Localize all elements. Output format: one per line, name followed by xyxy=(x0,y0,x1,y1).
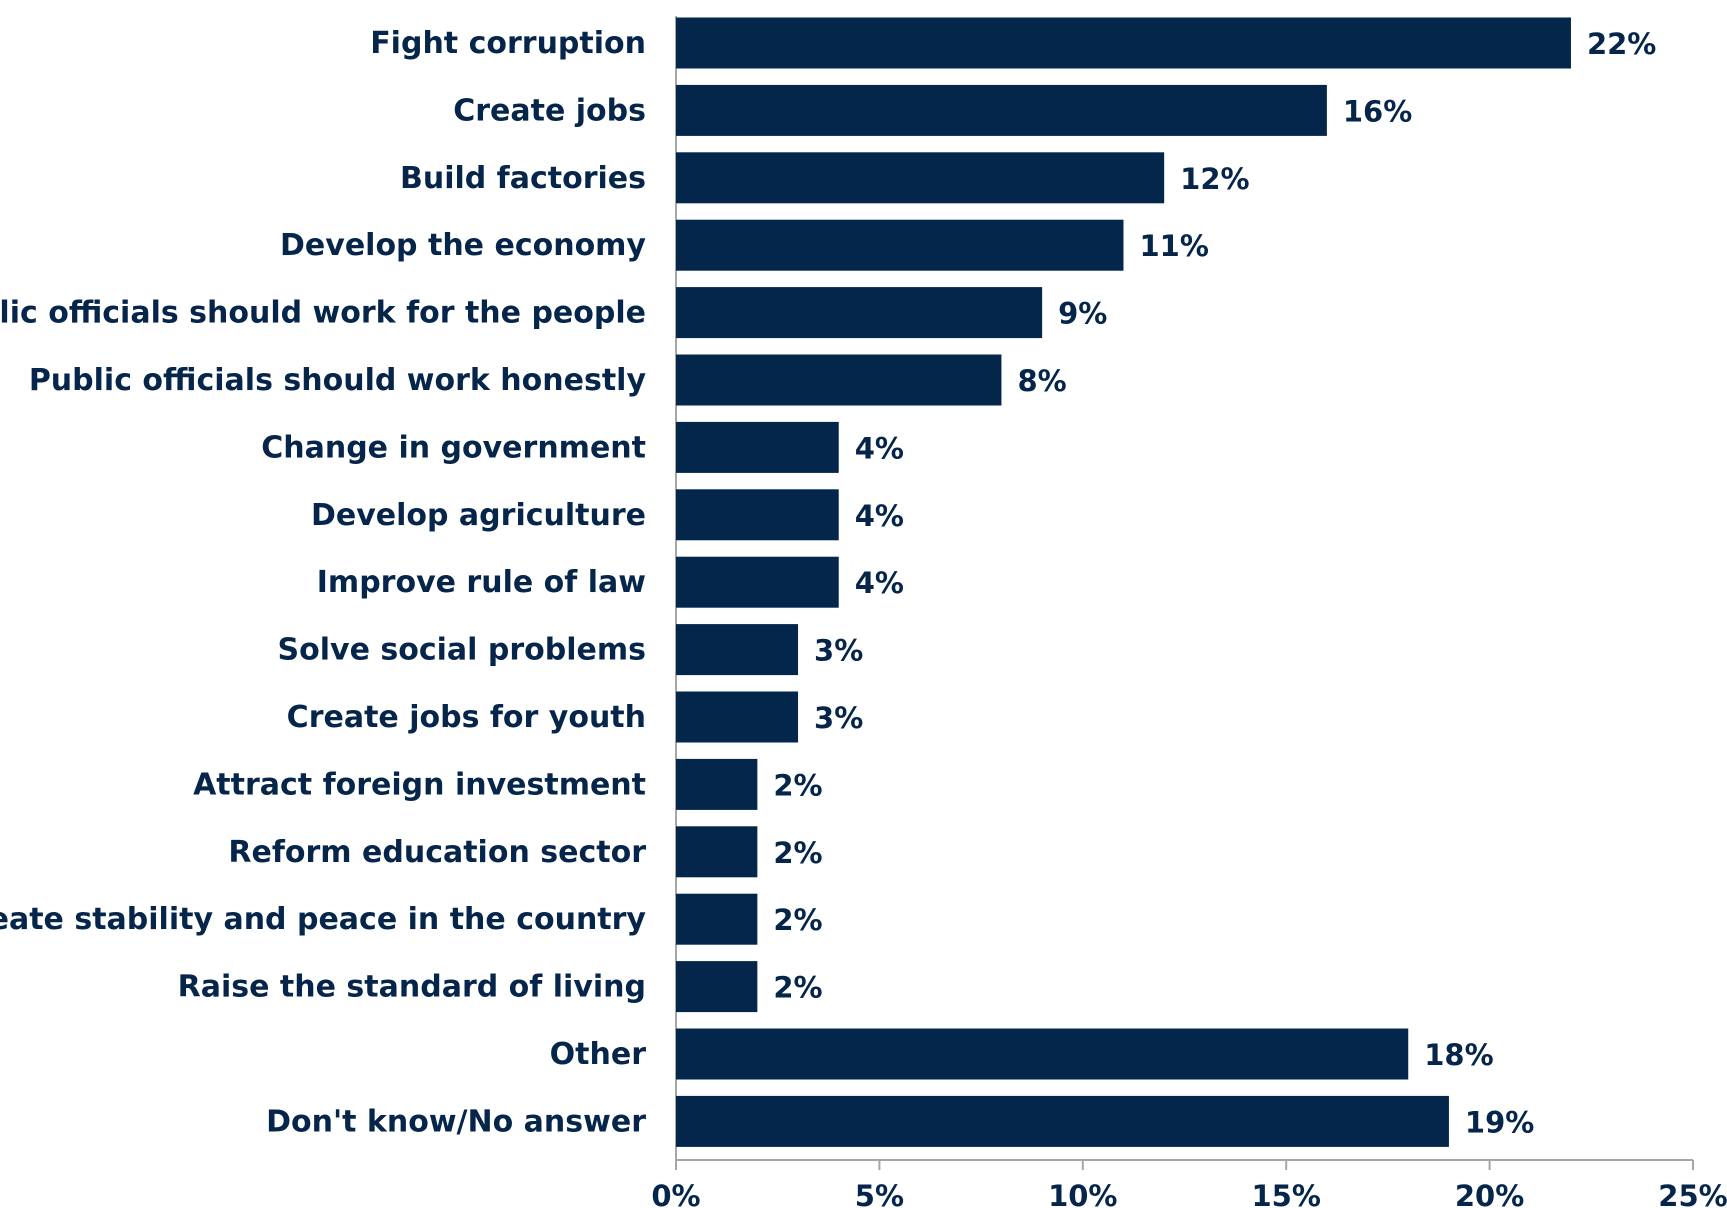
value-label: 4% xyxy=(855,499,904,533)
value-label: 2% xyxy=(773,836,822,870)
value-label: 19% xyxy=(1465,1105,1534,1139)
category-label: Reform education sector xyxy=(228,835,646,870)
bar xyxy=(676,421,839,473)
value-label: 9% xyxy=(1058,297,1107,331)
value-label: 3% xyxy=(814,634,863,668)
category-label: Create jobs for youth xyxy=(287,700,646,735)
x-tick-label: 20% xyxy=(1455,1179,1524,1208)
value-label: 2% xyxy=(773,903,822,937)
bar xyxy=(676,1095,1449,1147)
value-label: 12% xyxy=(1180,162,1249,196)
category-label: Public officials should work honestly xyxy=(29,363,647,398)
value-label: 22% xyxy=(1587,27,1656,61)
category-label: Attract foreign investment xyxy=(193,767,646,802)
x-tick-label: 25% xyxy=(1658,1179,1727,1208)
bar xyxy=(676,354,1002,406)
bar xyxy=(676,1028,1409,1080)
bar xyxy=(676,84,1327,136)
category-label: Create jobs xyxy=(453,93,646,128)
labels: 0% 5% 10% 15% 20% 25% Fight corruption 22% Creat… xyxy=(0,26,1727,1208)
x-tick-label: 5% xyxy=(855,1179,904,1208)
value-label: 8% xyxy=(1017,364,1066,398)
bar xyxy=(676,758,758,810)
value-label: 3% xyxy=(814,701,863,735)
bar xyxy=(676,893,758,945)
bar xyxy=(676,17,1571,69)
value-label: 2% xyxy=(773,971,822,1005)
category-label: Fight corruption xyxy=(370,26,646,61)
category-label: Change in government xyxy=(261,430,646,465)
bar xyxy=(676,826,758,878)
bar xyxy=(676,691,799,743)
category-label: Public officials should work for the peo… xyxy=(0,296,646,331)
bar xyxy=(676,961,758,1013)
category-label: Other xyxy=(550,1037,647,1072)
bar xyxy=(676,152,1165,204)
bar xyxy=(676,489,839,541)
value-label: 18% xyxy=(1424,1038,1493,1072)
category-label: Build factories xyxy=(400,161,646,196)
category-label: Develop the economy xyxy=(280,228,646,263)
category-label: Create stability and peace in the countr… xyxy=(0,902,646,937)
value-label: 4% xyxy=(855,566,904,600)
value-label: 16% xyxy=(1343,94,1412,128)
bar xyxy=(676,556,839,608)
category-label: Improve rule of law xyxy=(317,565,646,600)
value-label: 4% xyxy=(855,431,904,465)
bar xyxy=(676,219,1124,271)
x-tick-label: 10% xyxy=(1048,1179,1117,1208)
value-label: 2% xyxy=(773,768,822,802)
bar xyxy=(676,287,1043,339)
category-label: Raise the standard of living xyxy=(178,970,646,1005)
x-tick-label: 15% xyxy=(1251,1179,1320,1208)
bar xyxy=(676,624,799,676)
value-label: 11% xyxy=(1139,229,1208,263)
x-tick-label: 0% xyxy=(651,1179,700,1208)
category-label: Develop agriculture xyxy=(311,498,646,533)
category-label: Solve social problems xyxy=(278,633,646,668)
category-label: Don't know/No answer xyxy=(266,1104,646,1139)
bars xyxy=(676,17,1571,1147)
